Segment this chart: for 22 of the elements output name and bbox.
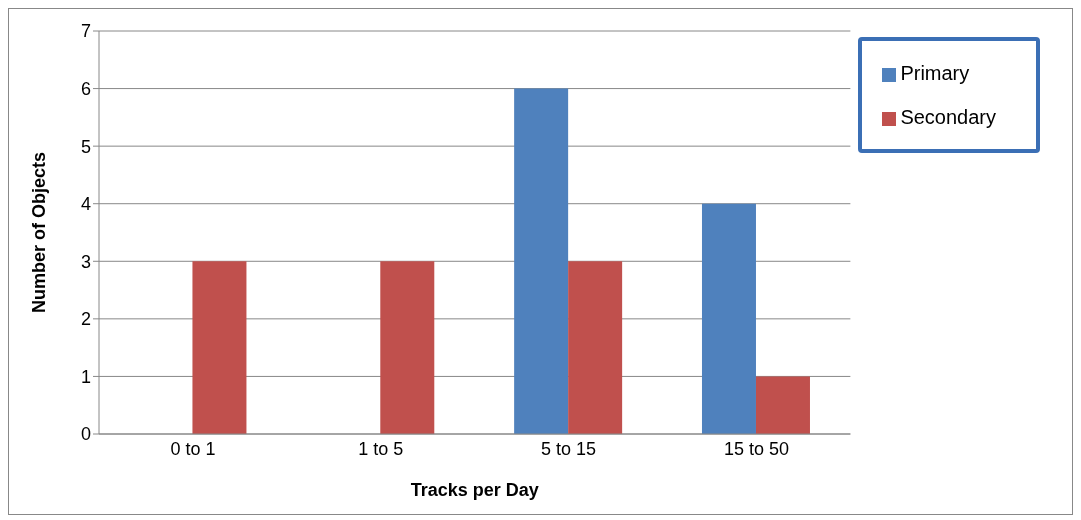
bar: [755, 376, 810, 434]
bar: [192, 261, 247, 434]
y-tick-label: 7: [80, 21, 91, 42]
y-tick-label: 1: [80, 366, 91, 387]
y-tick-label: 2: [80, 309, 91, 330]
y-tick-label: 4: [80, 194, 91, 215]
bar: [568, 261, 623, 434]
y-tick-label: 5: [80, 136, 91, 157]
bar: [701, 203, 756, 434]
legend-label: Secondary: [900, 106, 996, 128]
y-tick-label: 0: [80, 424, 91, 445]
x-tick-label: 1 to 5: [358, 438, 404, 459]
legend-label: Primary: [900, 62, 970, 84]
y-axis-title: Number of Objects: [29, 151, 50, 314]
x-tick-label: 0 to 1: [170, 438, 216, 459]
x-tick-label: 5 to 15: [541, 438, 597, 459]
y-tick-label: 6: [80, 78, 91, 99]
x-tick-label: 15 to 50: [723, 438, 789, 459]
bar: [514, 88, 569, 434]
bar: [380, 261, 435, 434]
x-axis-title: Tracks per Day: [410, 480, 539, 500]
y-tick-label: 3: [80, 251, 91, 272]
